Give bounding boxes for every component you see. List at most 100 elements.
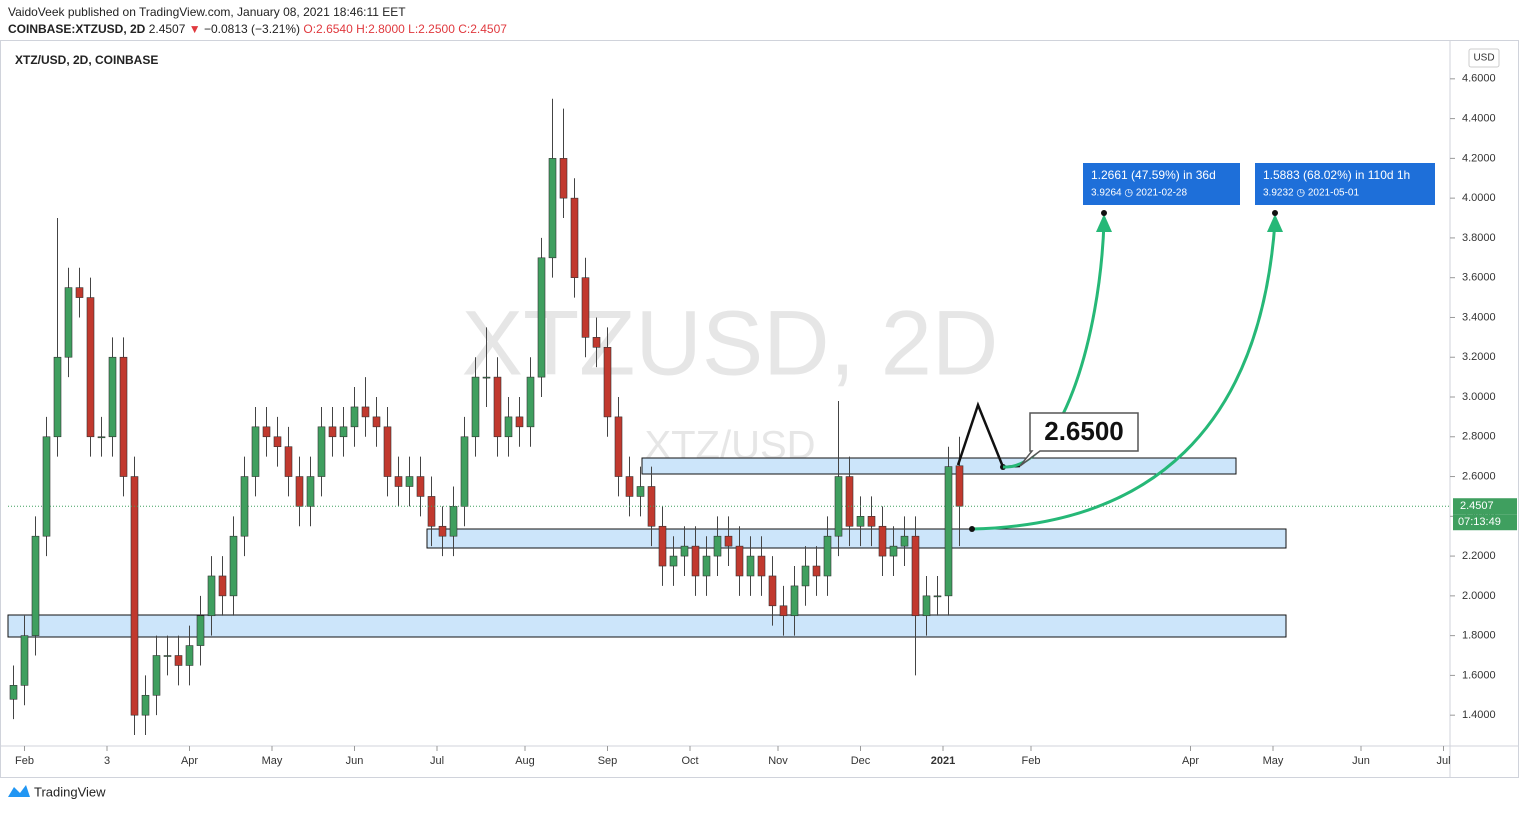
candle-body: [548, 158, 557, 259]
y-tick-label: 4.4000: [1462, 113, 1496, 125]
close-label: C:2.4507: [458, 22, 507, 36]
target-date: 3.9264 ◷ 2021-02-28: [1091, 188, 1187, 199]
target-callout: [1255, 163, 1435, 205]
target-point: [1272, 210, 1278, 216]
candle-body: [427, 496, 436, 527]
arrow: ▼: [189, 22, 201, 36]
candle-body: [735, 545, 744, 577]
zone: [7, 614, 1287, 638]
candle-body: [438, 525, 447, 537]
candle-body: [614, 416, 623, 477]
candle-body: [669, 555, 678, 567]
candle-body: [867, 516, 876, 527]
candle-body: [900, 535, 909, 547]
candle-body: [878, 525, 887, 557]
y-tick-label: 4.0000: [1462, 192, 1496, 204]
open-label: O:2.6540: [303, 22, 353, 36]
candle-body: [944, 466, 953, 597]
price-callout: [1019, 412, 1139, 467]
x-tick-label: Jun: [1352, 755, 1370, 767]
candle-body: [42, 436, 51, 537]
candle-body: [130, 476, 139, 716]
candle-body: [768, 575, 777, 607]
x-tick-label: Jul: [1436, 755, 1450, 767]
candle-body: [196, 615, 205, 646]
candle-body: [152, 655, 161, 696]
y-tick-label: 3.0000: [1462, 391, 1496, 403]
price-callout-text: 2.6500: [1044, 416, 1124, 446]
candle-body: [812, 565, 821, 577]
arrow-head: [1267, 214, 1283, 232]
x-tick-label: Jun: [346, 755, 364, 767]
zone: [641, 457, 1237, 475]
candle-body: [581, 277, 590, 338]
candle-body: [64, 287, 73, 358]
candle-body: [537, 257, 546, 378]
candle-body: [405, 476, 414, 487]
y-tick-label: 1.8000: [1462, 630, 1496, 642]
candle-body: [31, 535, 40, 636]
candle-body: [592, 337, 601, 348]
y-tick-label: 2.0000: [1462, 590, 1496, 602]
candle-body: [493, 376, 502, 438]
x-tick-label: 2021: [931, 755, 955, 767]
candle-body: [306, 476, 315, 507]
candle-body: [460, 436, 469, 507]
header: COINBASE:XTZUSD, 2D 2.4507 ▼ −0.0813 (−3…: [8, 22, 507, 36]
y-tick-label: 4.6000: [1462, 73, 1496, 85]
y-tick-label: 3.6000: [1462, 272, 1496, 284]
x-tick-label: Feb: [15, 755, 34, 767]
candle-body: [141, 694, 150, 716]
candle-body: [207, 575, 216, 617]
x-tick-label: May: [262, 755, 283, 767]
x-tick-label: Feb: [1022, 755, 1041, 767]
y-tick-label: 3.8000: [1462, 232, 1496, 244]
candle-body: [889, 545, 898, 557]
brand: TradingView: [34, 784, 106, 799]
candle-body: [53, 356, 62, 438]
candle-body: [636, 486, 645, 497]
x-tick-label: 3: [104, 755, 110, 767]
x-tick-label: Apr: [1182, 755, 1199, 767]
candle-body: [273, 436, 282, 448]
x-tick-label: Nov: [768, 755, 788, 767]
candle-body: [218, 575, 227, 597]
candle-body: [185, 645, 194, 666]
candle-body: [284, 446, 293, 477]
brand-logo: [8, 785, 30, 797]
currency: USD: [1473, 53, 1494, 64]
candle-body: [625, 476, 634, 497]
y-tick-label: 1.6000: [1462, 669, 1496, 681]
candle-body: [757, 555, 766, 577]
currency-box[interactable]: [1468, 48, 1500, 68]
target-text: 1.2661 (47.59%) in 36d: [1091, 168, 1216, 182]
x-tick-label: Dec: [851, 755, 871, 767]
candle-body: [746, 555, 755, 577]
candle-body: [251, 426, 260, 477]
candle-body: [922, 595, 931, 617]
candle-body: [372, 416, 381, 428]
candle-body: [691, 545, 700, 577]
last-price-label: 2.4507: [1460, 500, 1494, 512]
publisher: VaidoVeek published on TradingView.com, …: [8, 5, 406, 19]
candle-body: [383, 426, 392, 477]
y-tick-label: 2.8000: [1462, 431, 1496, 443]
candle-body: [658, 525, 667, 567]
last: 2.4507: [149, 22, 186, 36]
x-tick-label: Apr: [181, 755, 198, 767]
target-text: 1.5883 (68.02%) in 110d 1h: [1263, 168, 1410, 182]
candle-body: [823, 535, 832, 577]
y-tick-label: 3.4000: [1462, 311, 1496, 323]
candle-body: [856, 516, 865, 527]
candle-body: [295, 476, 304, 507]
candle-body: [20, 635, 29, 686]
x-tick-label: Aug: [515, 755, 535, 767]
countdown-box: [1453, 514, 1517, 531]
candle-body: [108, 356, 117, 438]
candle-body: [779, 605, 788, 617]
candle-body: [713, 535, 722, 557]
candle-body: [174, 655, 183, 666]
candle-body: [119, 356, 128, 477]
